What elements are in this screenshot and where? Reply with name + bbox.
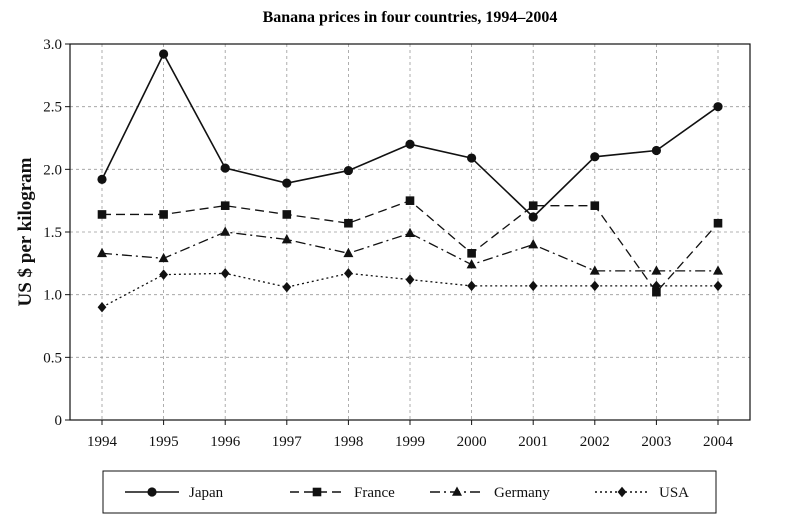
data-point-japan [590,152,600,162]
y-tick-label: 1.5 [43,225,62,241]
legend-label-japan: Japan [189,485,224,501]
legend-label-germany: Germany [494,485,550,501]
series-usa [97,268,723,313]
x-tick-label: 1998 [333,434,363,450]
y-tick-label: 2.0 [43,162,62,178]
data-point-usa [713,280,723,292]
x-tick-label: 1995 [149,434,179,450]
data-point-germany [713,265,723,275]
y-tick-label: 1.0 [43,288,62,304]
x-tick-label: 2000 [457,434,487,450]
y-axis-title: US $ per kilogram [15,157,36,306]
data-point-usa [282,281,292,293]
data-point-germany [651,265,662,275]
series-france [97,196,723,297]
legend-marker-usa [617,486,627,498]
data-point-usa [220,268,230,279]
data-point-usa [467,280,476,292]
data-point-japan [713,102,723,112]
data-point-usa [97,302,107,313]
data-point-france [220,201,230,210]
data-point-usa [344,268,353,279]
data-point-france [344,218,353,228]
data-point-japan [282,178,292,188]
y-tick-label: 0.5 [43,350,62,366]
legend-marker-germany [452,486,462,496]
data-point-france [282,210,292,219]
x-tick-label: 2002 [580,434,610,450]
chart-title: Banana prices in four countries, 1994–20… [263,9,558,26]
x-tick-label: 1997 [272,434,303,450]
y-tick-label: 2.5 [43,100,62,116]
data-point-usa [652,280,661,292]
legend: Japan France Germany USA [102,470,717,514]
grid [70,44,750,420]
data-point-germany [97,247,107,258]
data-point-usa [528,280,538,292]
data-point-france [590,201,600,210]
data-point-france [467,249,476,258]
legend-label-france: France [354,485,395,501]
data-point-japan [97,174,107,184]
x-tick-label: 2003 [641,434,671,450]
data-point-japan [467,153,477,163]
x-tick-label: 1994 [87,434,118,450]
axes: 0 0.5 1.0 1.5 2.0 2.5 3.0 1994 1995 1996 1997 1998 1… [43,37,751,450]
plot-frame [69,43,751,421]
legend-marker-france [312,487,322,497]
data-point-japan [220,163,230,173]
data-point-france [652,287,661,297]
data-point-germany [589,265,600,275]
data-point-germany [281,234,292,244]
series-line-germany [101,231,718,272]
data-point-germany [528,239,539,249]
data-point-germany [158,252,169,263]
series-germany [97,226,723,275]
data-point-usa [405,274,415,285]
data-point-germany [405,227,415,238]
x-tick-label: 2001 [518,434,548,450]
data-point-japan [405,139,415,149]
series-japan [97,49,723,222]
data-point-france [713,218,723,228]
y-tick-label: 3.0 [43,37,62,53]
y-tick-label: 0 [55,413,63,429]
data-point-japan [343,165,353,176]
x-tick-label: 1996 [210,434,241,450]
series-group [97,49,723,313]
legend-label-usa: USA [659,485,689,501]
legend-marker-japan [147,487,157,497]
series-line-usa [101,272,718,308]
data-point-germany [466,259,477,269]
data-point-france [97,210,107,219]
legend-box [102,470,717,514]
x-tick-label: 2004 [703,434,734,450]
x-tick-label: 1999 [395,434,425,450]
data-point-germany [343,247,354,258]
data-point-france [159,210,168,219]
data-point-germany [220,226,231,236]
data-point-france [405,196,415,205]
data-point-japan [651,145,662,156]
data-point-usa [590,280,600,292]
data-point-japan [528,212,538,222]
data-point-usa [159,269,168,280]
data-point-france [528,201,538,210]
data-point-japan [159,49,169,59]
